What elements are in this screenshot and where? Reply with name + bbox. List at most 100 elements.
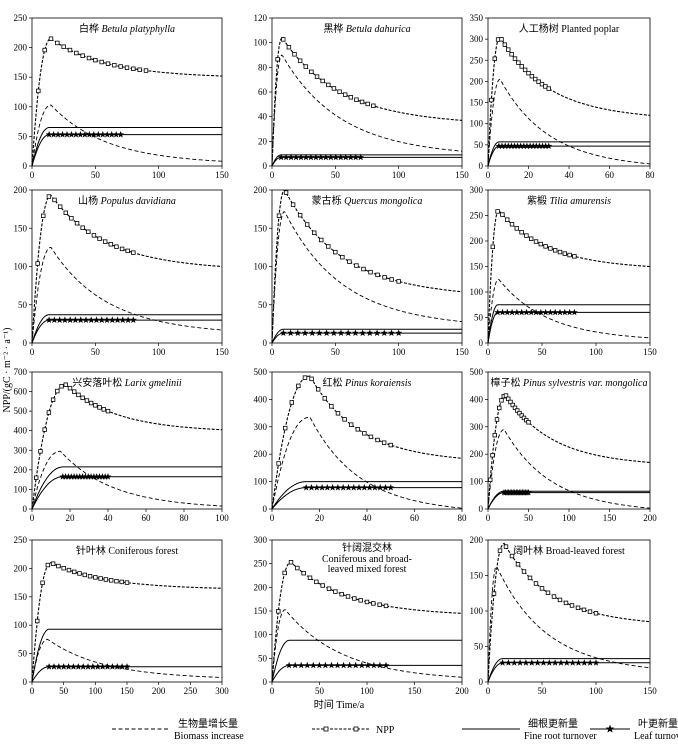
panel-title-cn: 兴安落叶松 bbox=[72, 376, 125, 389]
y-tick-label: 50 bbox=[474, 140, 484, 150]
leaf-turnover-marker bbox=[294, 329, 302, 336]
npp-marker bbox=[35, 261, 40, 266]
leaf-turnover-marker bbox=[542, 308, 550, 316]
npp-marker bbox=[512, 405, 518, 411]
leaf-turnover-marker bbox=[520, 142, 528, 149]
x-tick-label: 0 bbox=[270, 513, 275, 523]
leaf-turnover-marker bbox=[287, 153, 295, 161]
series-biomass-increase bbox=[31, 246, 223, 344]
y-tick-label: 100 bbox=[254, 477, 268, 487]
series-npp bbox=[31, 38, 222, 167]
plot-frame bbox=[31, 17, 223, 167]
panel-9: 0 50 100 150 200 0 100 200 300 400 500 樟子松 Pinus sy… bbox=[470, 367, 658, 523]
leaf-turnover-marker bbox=[534, 659, 541, 666]
leaf-turnover-marker bbox=[551, 308, 559, 316]
leaf-turnover-marker bbox=[123, 663, 131, 670]
leaf-turnover-marker bbox=[89, 663, 97, 670]
y-tick-label: 0 bbox=[479, 338, 484, 348]
leaf-turnover-marker bbox=[84, 473, 92, 480]
leaf-turnover-marker bbox=[358, 661, 366, 669]
leaf-turnover-marker bbox=[104, 663, 111, 670]
npp-marker bbox=[72, 389, 77, 394]
leaf-turnover-marker bbox=[117, 131, 125, 138]
panel-title: 蒙古栎 Quercus mongolica bbox=[312, 194, 423, 207]
npp-marker bbox=[502, 42, 508, 47]
leaf-turnover-marker bbox=[65, 473, 72, 480]
y-tick-label: 150 bbox=[470, 571, 484, 581]
y-tick-label: 200 bbox=[254, 185, 268, 195]
leaf-turnover-marker bbox=[309, 661, 317, 669]
x-tick-label: 50 bbox=[59, 686, 69, 696]
leaf-turnover-marker bbox=[557, 659, 565, 666]
npp-marker bbox=[292, 52, 297, 57]
y-tick-label: 0 bbox=[479, 677, 484, 687]
leaf-turnover-marker bbox=[285, 661, 293, 669]
npp-marker bbox=[55, 40, 60, 46]
npp-marker bbox=[80, 53, 85, 58]
leaf-turnover-marker bbox=[72, 316, 79, 323]
npp-marker bbox=[539, 81, 545, 87]
legend-label-cn: 生物量增长量 bbox=[178, 717, 238, 730]
leaf-turnover-marker bbox=[90, 131, 98, 138]
panel-title-en: Coniferous forest bbox=[108, 546, 178, 557]
npp-marker bbox=[499, 37, 504, 42]
y-tick-label: 300 bbox=[470, 422, 484, 432]
leaf-turnover-marker bbox=[74, 663, 82, 670]
series-biomass-increase bbox=[487, 278, 651, 344]
x-tick-label: 100 bbox=[392, 170, 406, 180]
npp-marker bbox=[42, 427, 47, 432]
npp-marker bbox=[98, 576, 103, 581]
npp-marker bbox=[80, 225, 85, 230]
npp-marker bbox=[86, 229, 91, 234]
x-tick-label: 100 bbox=[215, 513, 229, 523]
panel-title-en-line: Coniferous and broad- bbox=[322, 554, 412, 565]
npp-marker bbox=[297, 212, 303, 218]
npp-marker bbox=[536, 79, 541, 84]
npp-marker bbox=[490, 453, 495, 458]
npp-marker bbox=[46, 194, 52, 199]
leaf-turnover-marker bbox=[297, 153, 305, 161]
series-fine-root-turnover bbox=[31, 127, 222, 167]
leaf-turnover-marker bbox=[532, 308, 540, 316]
leaf-turnover-marker bbox=[59, 473, 67, 480]
series-leaf-turnover bbox=[271, 664, 462, 683]
leaf-turnover-marker bbox=[308, 484, 315, 491]
npp-marker bbox=[361, 266, 366, 272]
x-tick-label: 50 bbox=[331, 170, 341, 180]
x-tick-label: 100 bbox=[392, 347, 406, 357]
leaf-turnover-marker bbox=[511, 142, 518, 149]
panel-title-cn: 针叶林 bbox=[76, 544, 109, 557]
leaf-turnover-marker bbox=[340, 661, 347, 669]
panel-title-en: Quercus mongolica bbox=[344, 196, 422, 207]
series-npp bbox=[487, 542, 650, 683]
leaf-turnover-marker bbox=[302, 153, 310, 161]
panel-8: 0 20 40 60 80 0 100 200 300 400 500 红松 Pinus koraie… bbox=[254, 367, 468, 523]
leaf-turnover-marker bbox=[337, 329, 345, 336]
npp-marker bbox=[143, 68, 149, 73]
y-tick-label: 100 bbox=[14, 620, 28, 630]
series-leaf-turnover bbox=[31, 134, 222, 167]
npp-marker bbox=[347, 259, 352, 264]
npp-marker bbox=[375, 437, 380, 443]
y-tick-label: 250 bbox=[14, 535, 28, 545]
npp-marker bbox=[557, 597, 563, 603]
npp-marker bbox=[521, 569, 527, 574]
leaf-turnover-marker bbox=[350, 484, 358, 491]
y-tick-label: 100 bbox=[254, 630, 268, 640]
series-biomass-increase bbox=[487, 78, 651, 167]
x-tick-label: 20 bbox=[524, 170, 534, 180]
leaf-turnover-marker bbox=[352, 661, 360, 669]
x-tick-label: 200 bbox=[152, 686, 166, 696]
series-leaf-turnover bbox=[31, 476, 222, 510]
series-fine-root-turnover bbox=[31, 314, 222, 344]
npp-marker bbox=[46, 410, 52, 415]
npp-marker bbox=[118, 64, 123, 69]
npp-marker bbox=[76, 392, 81, 398]
leaf-turnover-marker bbox=[566, 308, 573, 316]
npp-marker bbox=[362, 431, 367, 436]
y-tick-label: 200 bbox=[14, 465, 28, 475]
y-tick-label: 100 bbox=[254, 262, 268, 272]
y-tick-label: 150 bbox=[14, 223, 28, 233]
npp-marker bbox=[67, 47, 73, 53]
